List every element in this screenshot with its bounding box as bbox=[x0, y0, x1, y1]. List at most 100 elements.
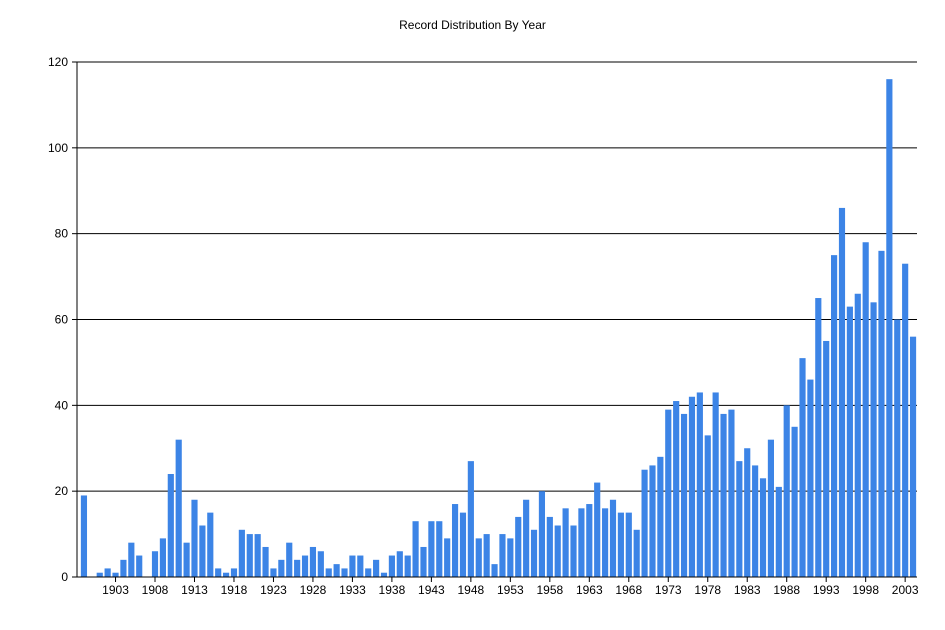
bar-1997 bbox=[854, 293, 861, 577]
x-tick-label: 1943 bbox=[418, 583, 445, 597]
y-tick-label: 20 bbox=[55, 484, 69, 498]
bar-1901 bbox=[96, 572, 103, 577]
bar-1976 bbox=[688, 396, 696, 577]
bar-1944 bbox=[436, 521, 443, 577]
x-tick-label: 1928 bbox=[300, 583, 327, 597]
x-tick-label: 1923 bbox=[260, 583, 287, 597]
bar-1949 bbox=[475, 538, 482, 578]
bar-1960 bbox=[562, 508, 569, 577]
bar-1930 bbox=[325, 568, 332, 577]
bar-1991 bbox=[807, 379, 814, 577]
grid-lines bbox=[77, 61, 917, 492]
bar-1953 bbox=[507, 538, 514, 578]
bar-1904 bbox=[120, 559, 127, 577]
bar-1946 bbox=[451, 504, 459, 577]
bar-1999 bbox=[870, 302, 877, 577]
bar-1911 bbox=[175, 439, 182, 577]
x-tick-label: 1918 bbox=[221, 583, 248, 597]
bar-2000 bbox=[878, 250, 885, 577]
bar-1983 bbox=[744, 448, 751, 577]
bar-1941 bbox=[412, 521, 419, 577]
bar-1977 bbox=[696, 392, 703, 577]
bar-1935 bbox=[365, 568, 372, 577]
x-tick-label: 1958 bbox=[536, 583, 563, 597]
x-tick-label: 2003 bbox=[892, 583, 919, 597]
bar-1963 bbox=[586, 504, 593, 577]
bar-1992 bbox=[815, 298, 822, 577]
bar-1903 bbox=[112, 572, 119, 577]
bar-1927 bbox=[301, 555, 309, 577]
bar-1967 bbox=[617, 512, 624, 578]
bar-1952 bbox=[499, 534, 506, 577]
bar-1917 bbox=[223, 572, 230, 577]
bar-1921 bbox=[254, 534, 261, 577]
x-tick-label: 1908 bbox=[142, 583, 169, 597]
bar-1912 bbox=[183, 542, 190, 577]
bar-1989 bbox=[791, 426, 798, 577]
bar-1982 bbox=[736, 461, 743, 578]
bar-1969 bbox=[633, 529, 640, 577]
bar-1995 bbox=[838, 207, 846, 578]
bar-1932 bbox=[341, 568, 348, 577]
bar-1954 bbox=[515, 516, 522, 577]
x-tick-label: 1983 bbox=[734, 583, 761, 597]
x-tick-label: 1913 bbox=[181, 583, 208, 597]
x-tick-label: 1973 bbox=[655, 583, 682, 597]
bar-1962 bbox=[578, 508, 585, 577]
bar-1909 bbox=[159, 538, 166, 578]
bar-1934 bbox=[357, 555, 364, 577]
bar-1943 bbox=[428, 521, 435, 577]
x-tick-label: 1998 bbox=[852, 583, 879, 597]
bar-1913 bbox=[191, 499, 198, 577]
bar-1950 bbox=[483, 534, 490, 577]
bar-1996 bbox=[846, 306, 853, 578]
bar-2004 bbox=[909, 336, 917, 577]
bar-1985 bbox=[759, 478, 767, 577]
bar-2002 bbox=[894, 319, 901, 577]
bar-1928 bbox=[309, 546, 317, 577]
bar-1973 bbox=[665, 409, 672, 578]
bar-1958 bbox=[546, 516, 553, 577]
bar-1926 bbox=[294, 559, 301, 577]
tick-labels: 0 20 40 60 80 100 120 1903 1908 1913 1918 1923 1928 1… bbox=[48, 55, 919, 597]
bar-1964 bbox=[594, 482, 601, 577]
bar-1972 bbox=[657, 456, 664, 577]
bar-1956 bbox=[530, 529, 538, 577]
x-tick-label: 1938 bbox=[379, 583, 406, 597]
bar-1923 bbox=[270, 568, 277, 577]
bar-1920 bbox=[246, 534, 253, 577]
bar-1970 bbox=[641, 469, 648, 577]
bar-1915 bbox=[207, 512, 214, 578]
y-tick-label: 120 bbox=[48, 55, 68, 69]
bar-1968 bbox=[625, 512, 632, 578]
bar-1937 bbox=[380, 572, 388, 577]
x-tick-label: 1978 bbox=[694, 583, 721, 597]
x-tick-label: 1963 bbox=[576, 583, 603, 597]
bar-1939 bbox=[396, 551, 403, 577]
bar-1975 bbox=[680, 413, 688, 577]
bar-1959 bbox=[554, 525, 561, 577]
bar-1981 bbox=[728, 409, 735, 578]
bar-1979 bbox=[712, 392, 719, 577]
bar-1908 bbox=[151, 551, 159, 577]
bar-1905 bbox=[128, 542, 135, 577]
bar-1957 bbox=[538, 491, 546, 577]
bar-1938 bbox=[388, 555, 395, 577]
x-tick-label: 1933 bbox=[339, 583, 366, 597]
bar-1966 bbox=[609, 499, 617, 577]
bar-1910 bbox=[167, 474, 174, 577]
x-tick-label: 1903 bbox=[102, 583, 129, 597]
bar-2001 bbox=[886, 79, 893, 578]
bar-1988 bbox=[783, 405, 790, 577]
bar-1961 bbox=[570, 525, 577, 577]
y-tick-label: 100 bbox=[48, 141, 68, 155]
bar-1978 bbox=[704, 435, 711, 578]
bars bbox=[80, 79, 917, 578]
y-tick-label: 60 bbox=[55, 313, 69, 327]
bar-1929 bbox=[317, 551, 324, 577]
bar-1986 bbox=[767, 439, 774, 577]
bar-1940 bbox=[404, 555, 411, 577]
bar-1933 bbox=[349, 555, 356, 577]
y-tick-label: 0 bbox=[61, 570, 68, 584]
